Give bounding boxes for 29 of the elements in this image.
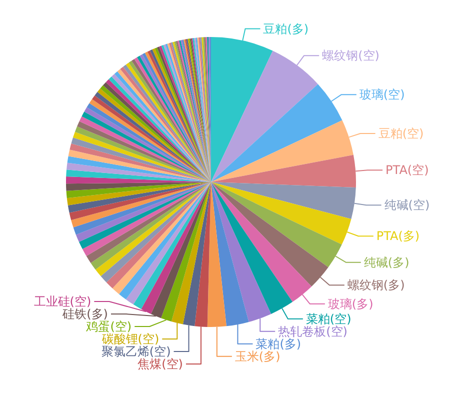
- slice-label: PTA(多): [376, 229, 420, 244]
- pie-slice: [66, 170, 211, 182]
- slice-label: 纯碱(空): [384, 198, 430, 212]
- slice-label: 鸡蛋(空): [85, 320, 132, 334]
- slice-label: 焦煤(空): [138, 357, 183, 371]
- slice-label: 豆粕(空): [378, 126, 424, 140]
- slice-label: 螺纹钢(空): [322, 48, 380, 63]
- slice-label: 聚氯乙烯(空): [101, 344, 171, 358]
- slice-label: 玻璃(多): [328, 296, 374, 311]
- slice-label: 玉米(多): [234, 349, 280, 364]
- pie-slice: [68, 182, 211, 213]
- slice-label: 热轧卷板(空): [278, 324, 348, 338]
- pie-slice: [67, 156, 211, 182]
- slice-label: 菜粕(多): [256, 336, 302, 351]
- slice-label: 工业硅(空): [34, 294, 92, 308]
- pie-slice: [66, 182, 211, 206]
- slice-label: 玻璃(空): [359, 88, 405, 102]
- pie-slice: [211, 50, 318, 182]
- slice-label: 菜粕(空): [306, 312, 352, 326]
- slice-label: 硅铁(多): [62, 307, 108, 321]
- pie-slice: [71, 182, 211, 228]
- slice-label: PTA(空): [386, 163, 429, 178]
- slice-label: 碳酸锂(空): [100, 332, 160, 346]
- pie-slice: [69, 182, 211, 220]
- pie-slice: [66, 182, 211, 198]
- slice-label: 螺纹钢(多): [347, 278, 405, 292]
- pie-slice: [66, 162, 211, 182]
- slice-label: 纯碱(多): [364, 255, 410, 270]
- slice-label: 豆粕(多): [263, 22, 309, 36]
